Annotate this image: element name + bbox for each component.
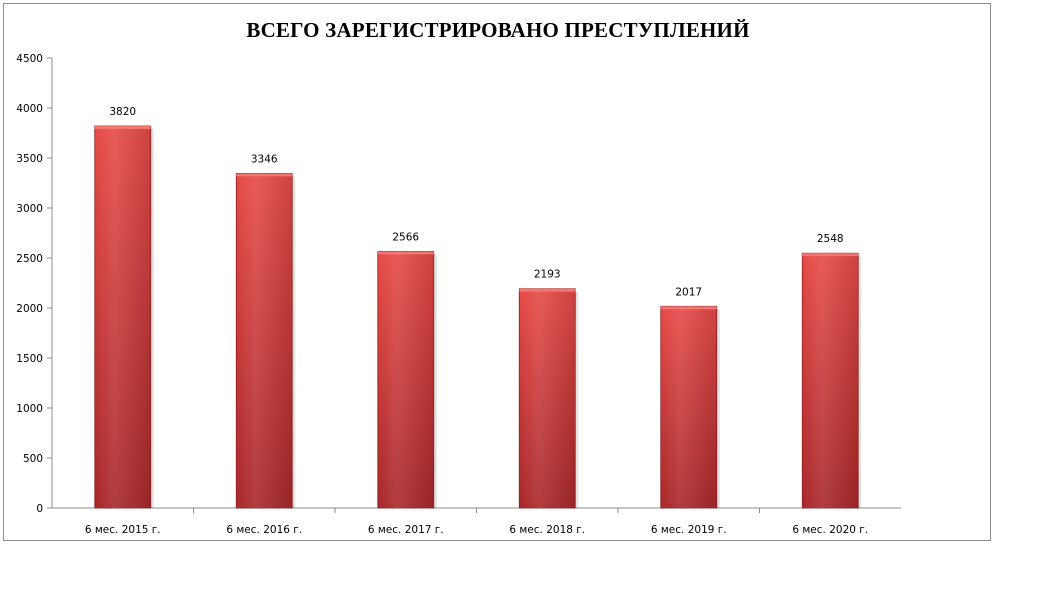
bars <box>94 125 862 509</box>
data-labels: 3820 3346 2566 2193 2017 2548 <box>109 106 843 298</box>
data-label: 3346 <box>251 153 278 165</box>
bar-highlight <box>94 126 151 508</box>
bar-highlight <box>802 253 859 508</box>
chart-frame: ВСЕГО ЗАРЕГИСТРИРОВАНО ПРЕСТУПЛЕНИЙ 0 500… <box>3 3 991 541</box>
x-tick-label: 6 мес. 2016 г. <box>226 524 302 536</box>
y-tick-label: 2000 <box>16 303 43 315</box>
x-tick-label: 6 мес. 2018 г. <box>509 524 585 536</box>
bar-bevel <box>94 126 151 129</box>
bar-highlight <box>236 173 293 508</box>
y-tick-label: 500 <box>23 453 43 465</box>
bar-bevel <box>236 173 293 177</box>
data-label: 2017 <box>675 286 702 298</box>
bar-chart: 0 500 1000 1500 2000 2500 3000 3500 4000 4500 6 м… <box>16 53 901 536</box>
y-tick-label: 3500 <box>16 153 43 165</box>
bar-highlight <box>377 251 434 508</box>
x-axis: 6 мес. 2015 г. 6 мес. 2016 г. 6 мес. 2017 … <box>52 507 901 536</box>
x-tick-label: 6 мес. 2017 г. <box>368 524 444 536</box>
y-tick-label: 2500 <box>16 253 43 265</box>
y-axis: 0 500 1000 1500 2000 2500 3000 3500 4000 4500 <box>16 53 53 515</box>
bar-highlight <box>660 306 717 508</box>
data-label: 2566 <box>392 231 419 243</box>
bar-bevel <box>377 251 434 255</box>
x-tick-label: 6 мес. 2020 г. <box>792 524 868 536</box>
x-tick-label: 6 мес. 2015 г. <box>85 524 161 536</box>
y-tick-label: 3000 <box>16 203 43 215</box>
x-tick-label: 6 мес. 2019 г. <box>651 524 727 536</box>
y-tick-label: 1500 <box>16 353 43 365</box>
data-label: 2548 <box>817 233 844 245</box>
data-label: 2193 <box>534 269 561 281</box>
y-tick-label: 4500 <box>16 53 43 65</box>
y-tick-label: 0 <box>36 503 43 515</box>
chart-title: ВСЕГО ЗАРЕГИСТРИРОВАНО ПРЕСТУПЛЕНИЙ <box>246 18 750 42</box>
bar-bevel <box>519 288 576 292</box>
bar-highlight <box>519 288 576 508</box>
y-tick-label: 1000 <box>16 403 43 415</box>
data-label: 3820 <box>109 106 136 118</box>
bar-bevel <box>660 306 717 310</box>
y-tick-label: 4000 <box>16 103 43 115</box>
bar-bevel <box>802 253 859 257</box>
